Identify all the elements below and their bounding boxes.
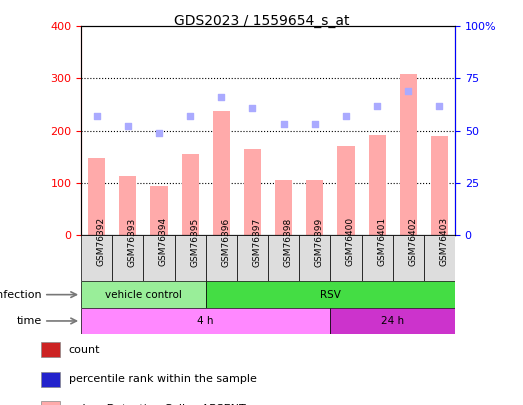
Text: GSM76399: GSM76399	[315, 217, 324, 266]
Bar	[88, 158, 105, 235]
Point	[404, 88, 413, 94]
Point	[155, 130, 163, 136]
Text: GDS2023 / 1559654_s_at: GDS2023 / 1559654_s_at	[174, 14, 349, 28]
Bar	[41, 372, 60, 387]
Bar	[119, 176, 137, 235]
Point	[435, 102, 444, 109]
Bar	[268, 235, 299, 281]
Text: GSM76397: GSM76397	[253, 217, 262, 266]
Point	[311, 121, 319, 128]
Text: GSM76394: GSM76394	[159, 217, 168, 266]
Bar	[331, 308, 455, 334]
Bar	[81, 281, 206, 308]
Bar	[244, 149, 261, 235]
Bar	[237, 235, 268, 281]
Bar	[41, 342, 60, 357]
Point	[373, 102, 381, 109]
Text: percentile rank within the sample: percentile rank within the sample	[69, 374, 257, 384]
Text: GSM76398: GSM76398	[283, 217, 293, 266]
Bar	[81, 308, 331, 334]
Bar	[175, 235, 206, 281]
Bar	[143, 235, 175, 281]
Text: value, Detection Call = ABSENT: value, Detection Call = ABSENT	[69, 404, 246, 405]
Text: GSM76401: GSM76401	[377, 217, 386, 266]
Bar	[206, 281, 455, 308]
Bar	[151, 186, 167, 235]
Text: GSM76396: GSM76396	[221, 217, 230, 266]
Text: RSV: RSV	[320, 290, 341, 300]
Text: GSM76400: GSM76400	[346, 217, 355, 266]
Text: count: count	[69, 345, 100, 355]
Point	[123, 123, 132, 130]
Bar	[181, 154, 199, 235]
Point	[186, 113, 195, 119]
Text: GSM76402: GSM76402	[408, 217, 417, 266]
Point	[217, 94, 225, 100]
Bar	[41, 401, 60, 405]
Bar	[275, 180, 292, 235]
Bar	[81, 235, 112, 281]
Text: vehicle control: vehicle control	[105, 290, 182, 300]
Bar	[431, 136, 448, 235]
Bar	[337, 146, 355, 235]
Bar	[400, 74, 417, 235]
Bar	[393, 235, 424, 281]
Point	[93, 113, 101, 119]
Bar	[361, 235, 393, 281]
Point	[279, 121, 288, 128]
Text: GSM76403: GSM76403	[439, 217, 448, 266]
Text: 24 h: 24 h	[381, 316, 404, 326]
Bar	[112, 235, 143, 281]
Bar	[331, 235, 361, 281]
Text: GSM76392: GSM76392	[97, 217, 106, 266]
Text: time: time	[17, 316, 42, 326]
Text: GSM76393: GSM76393	[128, 217, 137, 266]
Bar	[424, 235, 455, 281]
Bar	[206, 235, 237, 281]
Bar	[213, 111, 230, 235]
Bar	[369, 135, 385, 235]
Text: GSM76395: GSM76395	[190, 217, 199, 266]
Bar	[299, 235, 331, 281]
Point	[248, 104, 257, 111]
Point	[342, 113, 350, 119]
Text: infection: infection	[0, 290, 42, 300]
Text: 4 h: 4 h	[198, 316, 214, 326]
Bar	[306, 180, 323, 235]
